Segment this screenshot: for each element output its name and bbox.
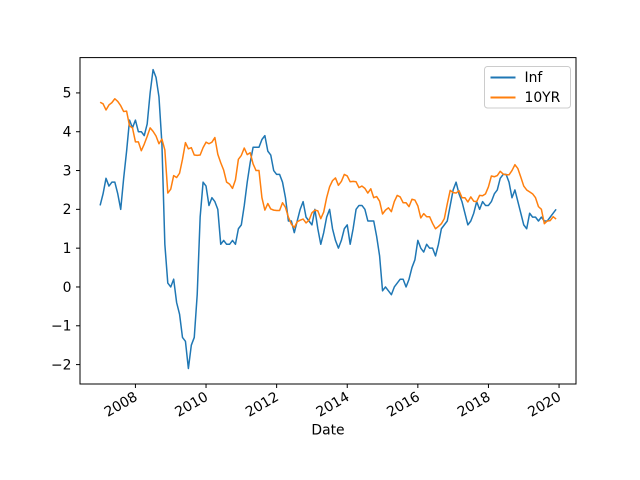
legend-label: Inf [525, 70, 544, 86]
x-tick-label: 2014 [314, 389, 353, 421]
y-tick-label: 1 [63, 241, 72, 257]
x-tick-label: 2020 [525, 389, 564, 421]
x-tick-label: 2018 [455, 389, 494, 421]
x-tick-label: 2010 [172, 389, 211, 421]
y-tick-label: −2 [51, 357, 71, 373]
y-tick-label: 0 [63, 280, 72, 296]
x-tick-label: 2008 [102, 389, 141, 421]
x-tick-label: 2012 [243, 389, 282, 421]
plot-frame [79, 57, 577, 385]
y-tick-label: 3 [63, 163, 72, 179]
y-tick-label: 5 [63, 86, 72, 102]
series-line-10yr [99, 97, 557, 230]
y-tick-label: −1 [51, 319, 71, 335]
y-tick-label: 4 [63, 125, 72, 141]
x-axis-label: Date [311, 423, 344, 439]
x-tick-label: 2016 [384, 389, 423, 421]
legend-label: 10YR [525, 90, 561, 106]
y-tick-label: 2 [63, 202, 72, 218]
series-line-inf [99, 68, 557, 370]
